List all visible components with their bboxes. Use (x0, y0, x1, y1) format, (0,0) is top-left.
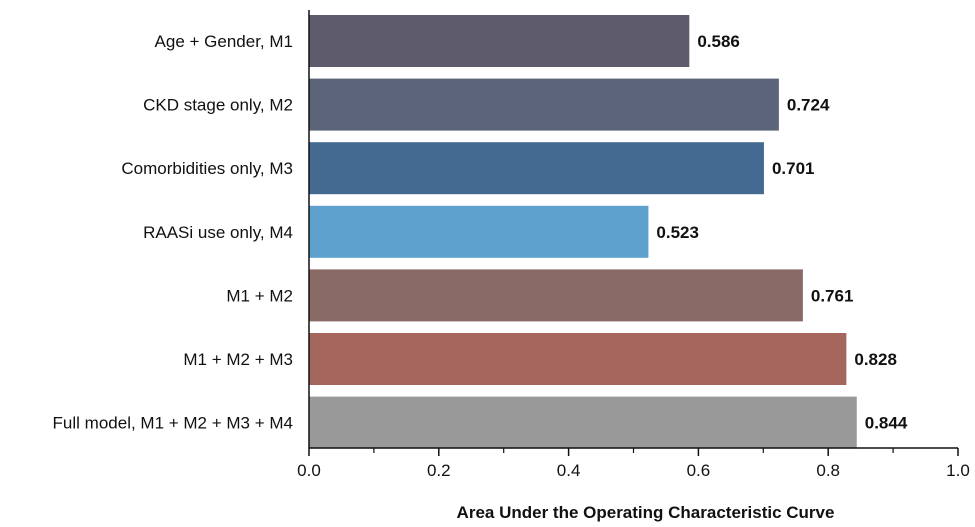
value-label: 0.701 (772, 159, 815, 178)
x-ticks-group: 0.0 0.2 0.4 0.6 0.8 1.0 (297, 448, 970, 480)
value-label: 0.761 (811, 286, 854, 305)
bar (309, 396, 857, 449)
category-label: Comorbidities only, M3 (121, 159, 293, 178)
bar (309, 15, 690, 67)
x-tick-label: 0.8 (816, 461, 840, 480)
category-label: Age + Gender, M1 (155, 32, 293, 51)
axes-group: 0.0 0.2 0.4 0.6 0.8 1.0 (297, 10, 970, 480)
x-tick-label: 1.0 (946, 461, 970, 480)
value-label: 0.844 (865, 414, 908, 433)
category-label: Full model, M1 + M2 + M3 + M4 (53, 414, 293, 433)
value-label: 0.523 (656, 223, 699, 242)
x-tick-label: 0.2 (427, 461, 451, 480)
bar (309, 333, 847, 385)
x-axis-title: Area Under the Operating Characteristic … (457, 503, 835, 522)
x-tick-label: 0.4 (557, 461, 581, 480)
value-label: 0.586 (697, 32, 740, 51)
x-tick-label: 0.6 (687, 461, 711, 480)
category-label: CKD stage only, M2 (143, 96, 293, 115)
value-label: 0.724 (787, 96, 830, 115)
category-labels-group: Age + Gender, M1 CKD stage only, M2 Comorb… (53, 32, 293, 433)
bars-group (309, 15, 857, 449)
value-labels-group: 0.586 0.724 0.701 0.523 0.761 0.828 0.844 (656, 32, 907, 433)
category-label: RAASi use only, M4 (143, 223, 293, 242)
category-label: M1 + M2 (226, 286, 293, 305)
bar (309, 78, 779, 131)
x-tick-label: 0.0 (297, 461, 321, 480)
category-label: M1 + M2 + M3 (183, 350, 293, 369)
bar (309, 269, 803, 322)
bar (309, 142, 764, 195)
bar (309, 205, 649, 258)
value-label: 0.828 (854, 350, 897, 369)
